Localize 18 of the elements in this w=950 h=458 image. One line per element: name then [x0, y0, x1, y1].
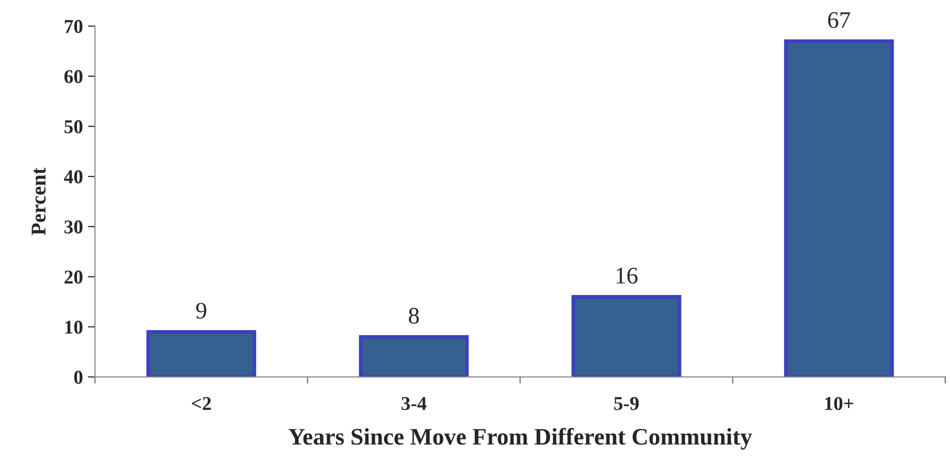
- y-tick-label: 40: [64, 170, 82, 184]
- x-axis-title: Years Since Move From Different Community: [288, 428, 752, 450]
- y-axis-title: Percent: [32, 168, 46, 236]
- data-label: 9: [196, 302, 206, 319]
- y-tick-label: 10: [65, 320, 82, 334]
- x-tick-label: 10+: [825, 396, 854, 410]
- x-tick-label: 5-9: [614, 396, 639, 410]
- y-tick-label: 0: [74, 370, 82, 384]
- y-tick-label: 50: [64, 120, 82, 134]
- data-label: 67: [828, 12, 850, 28]
- x-tick-label: 3-4: [402, 396, 426, 410]
- data-label: 8: [408, 308, 419, 324]
- y-tick-label: 70: [64, 20, 82, 34]
- y-tick-label: 20: [64, 270, 82, 284]
- x-tick-label: <2: [192, 396, 211, 410]
- data-label: 16: [616, 268, 638, 284]
- y-tick-label: 60: [64, 70, 82, 84]
- y-tick-label: 30: [64, 220, 82, 234]
